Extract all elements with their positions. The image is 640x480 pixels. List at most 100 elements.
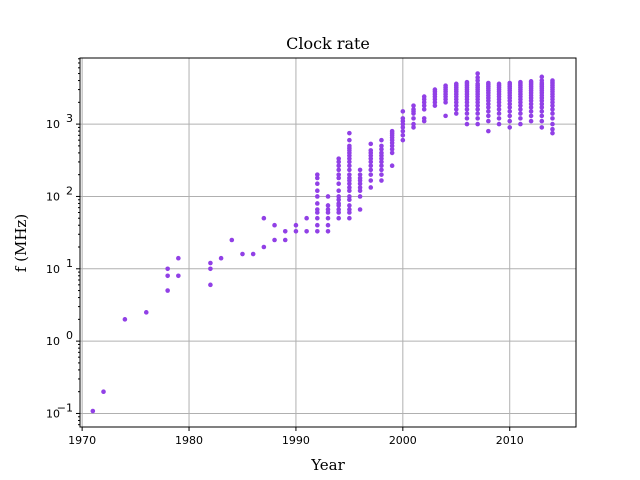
data-point	[400, 116, 406, 121]
data-point	[528, 109, 534, 114]
data-point	[347, 143, 352, 149]
data-point	[464, 111, 470, 116]
data-point	[272, 237, 277, 243]
data-point	[379, 172, 384, 177]
data-point	[507, 101, 513, 107]
data-point	[208, 260, 213, 266]
data-point	[486, 128, 491, 134]
data-point	[507, 113, 513, 119]
data-point	[347, 159, 352, 165]
data-point	[282, 228, 288, 234]
data-point	[336, 197, 341, 203]
data-point	[475, 121, 480, 127]
x-tick-label: 1990	[282, 434, 310, 447]
y-tick-exponent: 3	[66, 112, 73, 125]
data-point	[507, 125, 513, 130]
data-point	[357, 194, 363, 199]
y-tick-exponent: 1	[66, 257, 73, 270]
data-point	[347, 207, 352, 212]
data-point	[293, 228, 299, 234]
data-point	[421, 107, 427, 112]
data-point	[357, 185, 363, 190]
data-point	[486, 105, 491, 110]
data-point	[475, 116, 480, 121]
data-point	[208, 266, 213, 272]
data-point	[518, 111, 523, 116]
data-point	[368, 141, 374, 147]
data-point	[379, 159, 384, 165]
data-point	[325, 207, 331, 212]
data-point	[368, 163, 374, 169]
data-point	[379, 178, 384, 183]
data-point	[496, 121, 502, 127]
y-tick-label: 10	[46, 118, 60, 131]
data-point	[347, 175, 352, 181]
data-point	[411, 125, 416, 130]
data-point	[347, 137, 352, 143]
data-point	[475, 75, 480, 80]
chart-title: Clock rate	[286, 34, 370, 53]
data-point	[368, 167, 374, 173]
data-point	[208, 282, 213, 288]
data-point	[379, 150, 384, 156]
data-point	[357, 188, 363, 194]
data-point	[539, 74, 545, 80]
data-point	[400, 109, 406, 114]
data-point	[528, 113, 534, 119]
data-point	[453, 81, 459, 87]
data-point	[325, 228, 331, 234]
data-point	[379, 143, 384, 149]
data-point	[432, 103, 438, 108]
y-tick-label: 10	[46, 190, 60, 203]
data-point	[507, 105, 513, 110]
data-point	[486, 101, 491, 107]
data-point	[282, 237, 288, 243]
data-point	[347, 197, 352, 203]
y-axis-label: f (MHz)	[12, 214, 30, 272]
data-point	[496, 116, 502, 121]
data-point	[336, 156, 341, 161]
data-point	[464, 107, 470, 112]
data-point	[165, 273, 170, 279]
data-point	[518, 107, 523, 112]
y-tick-label: 10	[46, 407, 60, 420]
data-point	[336, 194, 341, 199]
data-point	[347, 215, 352, 221]
data-point	[325, 194, 331, 199]
data-point	[507, 80, 513, 86]
data-point	[379, 167, 384, 173]
data-point	[550, 107, 555, 112]
data-point	[122, 317, 128, 322]
data-point	[368, 148, 374, 153]
data-point	[143, 310, 149, 315]
data-point	[229, 237, 235, 243]
data-point	[357, 172, 363, 177]
data-point	[368, 172, 374, 177]
data-point	[550, 130, 555, 136]
data-point	[389, 150, 395, 156]
data-point	[368, 178, 374, 183]
data-point	[475, 71, 480, 76]
data-point	[464, 116, 470, 121]
data-point	[550, 111, 555, 116]
data-point	[347, 130, 352, 136]
y-tick-exponent: −1	[57, 401, 73, 414]
data-point	[421, 103, 427, 108]
data-point	[336, 159, 341, 165]
data-point	[261, 244, 267, 250]
data-point	[389, 163, 395, 169]
x-tick-label: 1970	[68, 434, 96, 447]
data-point	[357, 181, 363, 187]
data-point	[250, 251, 256, 257]
data-point	[315, 188, 320, 194]
data-point	[507, 118, 513, 124]
data-point	[90, 408, 96, 414]
data-point	[293, 222, 299, 228]
data-point	[347, 194, 352, 199]
data-point	[539, 78, 545, 83]
data-point	[539, 118, 545, 124]
data-point	[453, 111, 459, 116]
data-point	[389, 146, 395, 152]
data-point	[379, 137, 384, 143]
